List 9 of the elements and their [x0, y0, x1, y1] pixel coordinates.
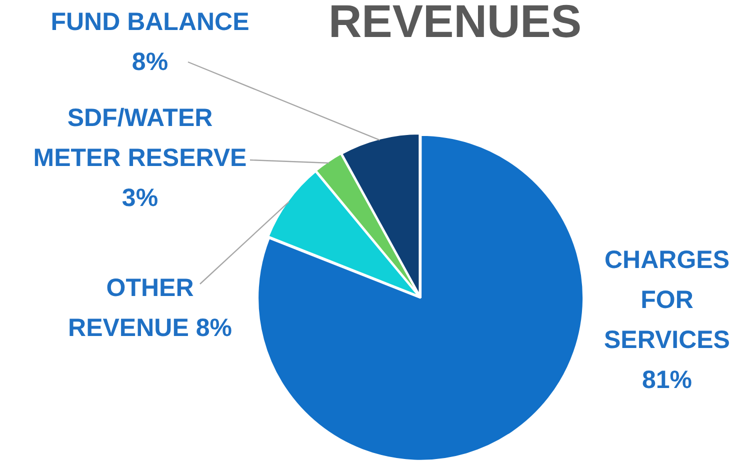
slice-label: SDF/WATER METER RESERVE: [33, 104, 247, 172]
slice-label: OTHER REVENUE: [68, 274, 194, 342]
chart-title: REVENUES: [327, 0, 583, 48]
data-label: 8%: [196, 314, 232, 342]
slice-label: FUND BALANCE: [50, 8, 250, 36]
data-label: 8%: [132, 48, 168, 76]
data-label: 3%: [122, 184, 158, 212]
slice-label: CHARGES FOR SERVICES: [604, 246, 730, 354]
data-label: 81%: [642, 366, 692, 394]
